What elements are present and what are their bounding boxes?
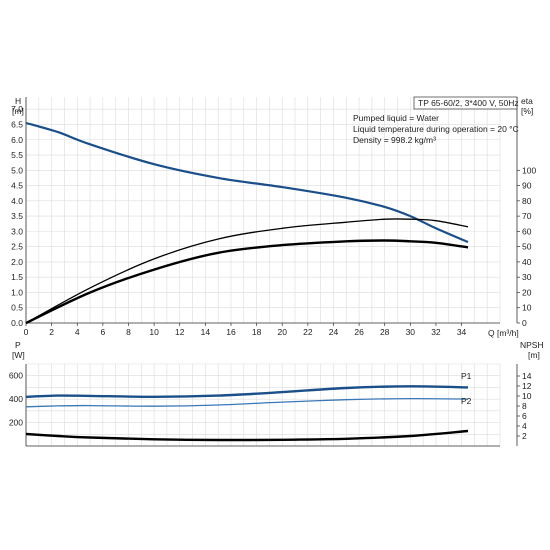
y-tick-label-right: 8 <box>522 401 527 411</box>
x-tick-label: 4 <box>75 327 80 337</box>
y-tick-label-right: 90 <box>522 181 532 191</box>
series-label-p2: P2 <box>461 396 472 406</box>
annotation-pumped-liquid: Pumped liquid = Water <box>353 113 439 123</box>
y-tick-label-left: 200 <box>9 418 23 428</box>
y-tick-label-left: 3.5 <box>11 211 23 221</box>
y-tick-label-right: 10 <box>522 303 532 313</box>
y-tick-label-left: 5.0 <box>11 165 23 175</box>
head-curve <box>25 121 469 244</box>
y-axis-label-npsh: NPSH <box>520 340 544 350</box>
y-tick-label-right: 50 <box>522 242 532 252</box>
y-tick-label-left: 1.5 <box>11 272 23 282</box>
x-tick-label: 28 <box>380 327 390 337</box>
y-tick-label-left: 1.0 <box>11 287 23 297</box>
x-axis-label-q: Q [m³/h] <box>488 328 519 338</box>
x-tick-label: 14 <box>201 327 211 337</box>
npsh-curve <box>25 429 469 442</box>
y-tick-label-left: 6.5 <box>11 119 23 129</box>
efficiency-curve-1 <box>25 218 469 324</box>
pump-title-box <box>413 96 518 110</box>
x-tick-label: 18 <box>252 327 262 337</box>
x-tick-label: 26 <box>354 327 364 337</box>
x-tick-label: 10 <box>149 327 159 337</box>
y-tick-label-left: 4.0 <box>11 196 23 206</box>
y-tick-label-right: 12 <box>522 381 532 391</box>
series-label-p1: P1 <box>461 371 472 381</box>
pump-title-text: TP 65-60/2, 3*400 V, 50Hz <box>418 98 519 108</box>
head-efficiency-panel: 0.0 0.5 1.0 1.5 2.0 2.5 3.0 3.5 4.0 4.5 5.0 5.5 6.0 6… <box>11 96 536 337</box>
annotation-density: Density = 998.2 kg/m³ <box>353 135 436 145</box>
y-tick-label-left: 3.0 <box>11 226 23 236</box>
y-tick-label-right: 40 <box>522 257 532 267</box>
x-tick-label: 30 <box>406 327 416 337</box>
y-tick-label-left: 7.0 <box>11 104 23 114</box>
x-tick-label: 24 <box>329 327 339 337</box>
x-tick-label: 32 <box>431 327 441 337</box>
y-tick-label-right: 6 <box>522 411 527 421</box>
y-tick-label-right: 100 <box>522 165 536 175</box>
y-axis-unit-npsh-m: [m] <box>528 350 540 360</box>
y-tick-label-right: 70 <box>522 211 532 221</box>
x-tick-label: 20 <box>277 327 287 337</box>
y-tick-label-left: 400 <box>9 394 23 404</box>
y-tick-label-left: 2.0 <box>11 257 23 267</box>
annotation-liquid-temperature: Liquid temperature during operation = 20… <box>353 124 519 134</box>
x-tick-label: 16 <box>226 327 236 337</box>
y-axis-label-p: P <box>15 340 21 350</box>
y-axis-unit-m: [m] <box>12 106 24 116</box>
y-axis-label-eta: eta <box>521 96 533 106</box>
x-tick-label: 22 <box>303 327 313 337</box>
y-tick-label-right: 14 <box>522 371 532 381</box>
x-tick-label: 6 <box>100 327 105 337</box>
y-tick-label-left: 2.5 <box>11 242 23 252</box>
y-axis-unit-percent: [%] <box>521 106 533 116</box>
y-tick-label-left: 600 <box>9 371 23 381</box>
y-tick-label-left: 0.0 <box>11 318 23 328</box>
x-tick-label: 0 <box>24 327 29 337</box>
y-tick-label-left: 4.5 <box>11 181 23 191</box>
x-tick-label: 34 <box>457 327 467 337</box>
x-tick-label: 12 <box>175 327 185 337</box>
x-tick-label: 8 <box>126 327 131 337</box>
y-tick-label-right: 10 <box>522 391 532 401</box>
y-tick-label-right: 80 <box>522 196 532 206</box>
efficiency-curve-2 <box>25 239 469 325</box>
chart-texts: TP 65-60/2, 3*400 V, 50Hz Pumped liquid … <box>12 96 544 406</box>
y-tick-label-left: 6.0 <box>11 135 23 145</box>
y-tick-label-right: 30 <box>522 272 532 282</box>
y-tick-label-right: 2 <box>522 431 527 441</box>
y-axis-unit-w: [W] <box>12 350 25 360</box>
y-tick-label-right: 60 <box>522 226 532 236</box>
y-tick-label-left: 5.5 <box>11 150 23 160</box>
y-tick-label-right: 4 <box>522 421 527 431</box>
y-axis-label-h: H <box>15 96 21 106</box>
y-tick-label-right: 20 <box>522 287 532 297</box>
y-tick-label-left: 0.5 <box>11 303 23 313</box>
power-p2-curve <box>25 397 469 408</box>
power-p1-curve <box>25 385 469 399</box>
y-tick-label-right: 0 <box>522 318 527 328</box>
x-tick-label: 2 <box>49 327 54 337</box>
